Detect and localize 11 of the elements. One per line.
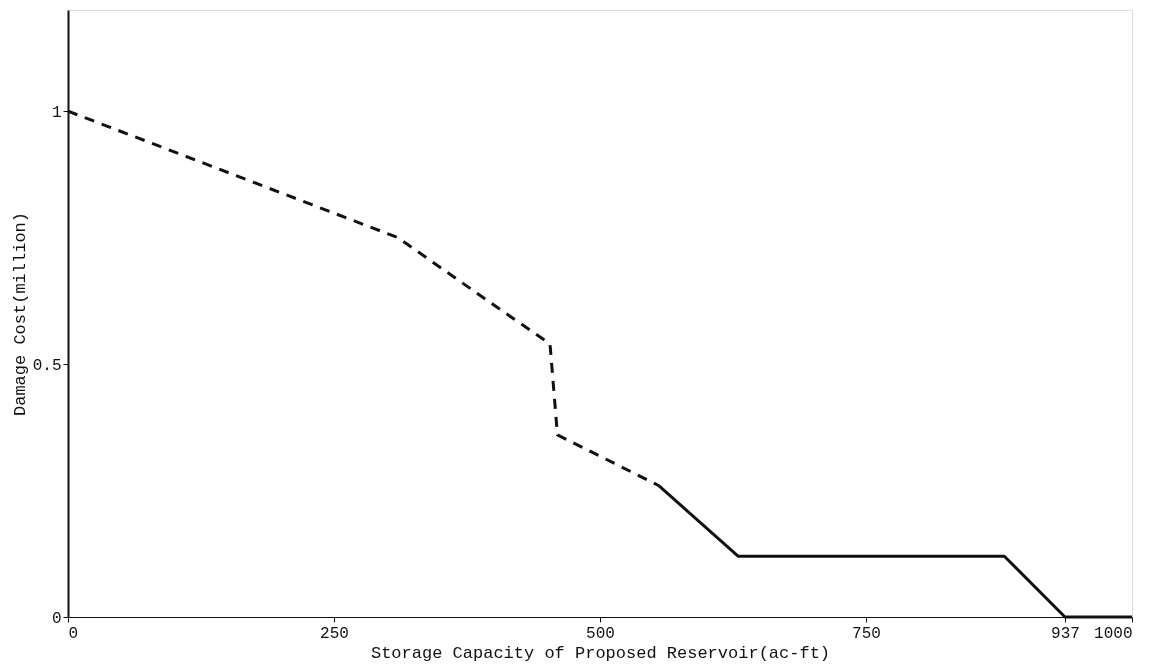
y-tick-label: 0.5: [32, 356, 62, 375]
x-tick-label: 500: [586, 624, 615, 643]
y-tick-label: 1: [51, 103, 62, 122]
y-tick-label: 0: [51, 609, 62, 628]
x-tick-label: 0: [68, 624, 79, 643]
y-axis-title: Damage Cost(million): [10, 211, 30, 417]
x-axis-title: Storage Capacity of Proposed Reservoir(ac-ft): [370, 643, 831, 663]
x-tick-label: 1000: [1094, 624, 1133, 643]
x-tick-label: 937: [1051, 624, 1080, 643]
x-tick-label: 250: [320, 624, 349, 643]
x-tick-label: 750: [852, 624, 881, 643]
